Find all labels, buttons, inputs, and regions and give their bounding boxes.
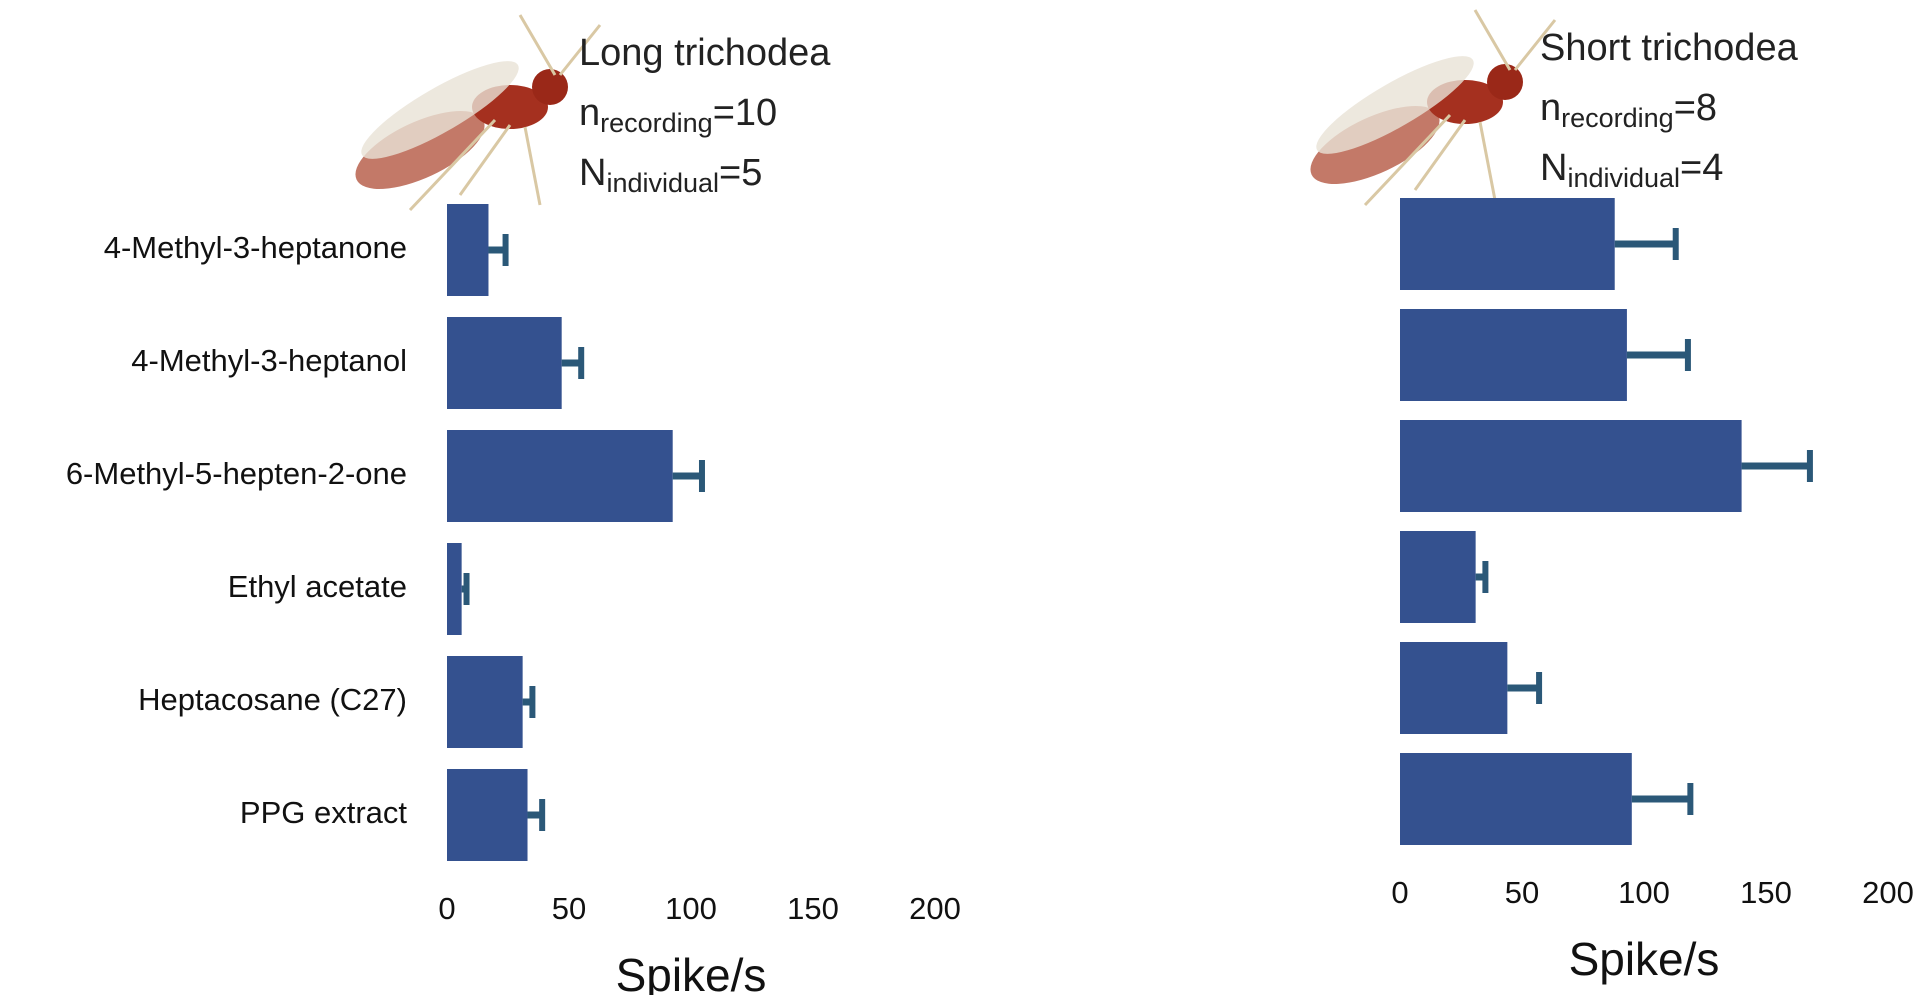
category-label: PPG extract: [240, 795, 407, 830]
error-bar: [1475, 561, 1489, 593]
annotation-subscript: individual: [606, 168, 719, 198]
annotation-text: =8: [1674, 87, 1717, 129]
insect-icon: [1310, 9, 1557, 207]
category-label: 6-Methyl-5-hepten-2-one: [66, 456, 407, 491]
annotation: Nindividual=4: [1540, 147, 1723, 193]
category-label: Ethyl acetate: [228, 569, 407, 604]
error-bar: [1741, 450, 1813, 482]
annotation-text: =4: [1680, 147, 1723, 189]
bar: [447, 430, 673, 522]
bar: [1400, 642, 1508, 734]
annotation-symbol: n: [1540, 87, 1561, 129]
error-bar: [1626, 339, 1691, 371]
bar: [1400, 309, 1627, 401]
bar: [1400, 753, 1632, 845]
error-bar: [1507, 672, 1543, 704]
x-tick-label: 50: [552, 891, 586, 926]
error-bar: [1631, 783, 1694, 815]
x-axis-title: Spike/s: [1569, 933, 1720, 985]
insect-icon: [355, 14, 602, 212]
x-tick-label: 50: [1505, 875, 1539, 910]
error-bar: [461, 573, 470, 605]
x-tick-label: 100: [1618, 875, 1670, 910]
error-bar: [672, 460, 705, 492]
annotation-symbol: N: [579, 152, 606, 194]
x-tick-label: 200: [909, 891, 961, 926]
annotation-subscript: recording: [1561, 103, 1674, 133]
bar: [447, 317, 562, 409]
x-tick-label: 100: [665, 891, 717, 926]
category-label: 4-Methyl-3-heptanone: [104, 230, 407, 265]
bar: [1400, 420, 1742, 512]
x-axis-title: Spike/s: [616, 949, 767, 995]
error-bar: [488, 234, 509, 266]
x-tick-label: 0: [1391, 875, 1408, 910]
annotation-symbol: N: [1540, 147, 1567, 189]
error-bar: [561, 347, 585, 379]
x-tick-label: 0: [438, 891, 455, 926]
bar: [447, 543, 462, 635]
annotation: Nindividual=5: [579, 152, 762, 198]
annotation: nrecording=8: [1540, 87, 1717, 133]
annotation-subscript: individual: [1567, 163, 1680, 193]
error-bar: [527, 799, 546, 831]
annotation-text: =5: [719, 152, 762, 194]
annotation-symbol: n: [579, 92, 600, 134]
category-label: 4-Methyl-3-heptanol: [131, 343, 407, 378]
panel-title: Short trichodea: [1540, 27, 1799, 69]
bar: [447, 769, 528, 861]
x-tick-label: 150: [1740, 875, 1792, 910]
category-label: Heptacosane (C27): [138, 682, 407, 717]
bar: [1400, 198, 1615, 290]
annotation-text: =10: [713, 92, 777, 134]
annotation-subscript: recording: [600, 108, 713, 138]
annotation: nrecording=10: [579, 92, 777, 138]
panel-title: Long trichodea: [579, 32, 831, 74]
error-bar: [522, 686, 536, 718]
bar: [447, 204, 489, 296]
bar: [1400, 531, 1476, 623]
x-tick-label: 150: [787, 891, 839, 926]
x-tick-label: 200: [1862, 875, 1914, 910]
error-bar: [1614, 228, 1679, 260]
bar: [447, 656, 523, 748]
